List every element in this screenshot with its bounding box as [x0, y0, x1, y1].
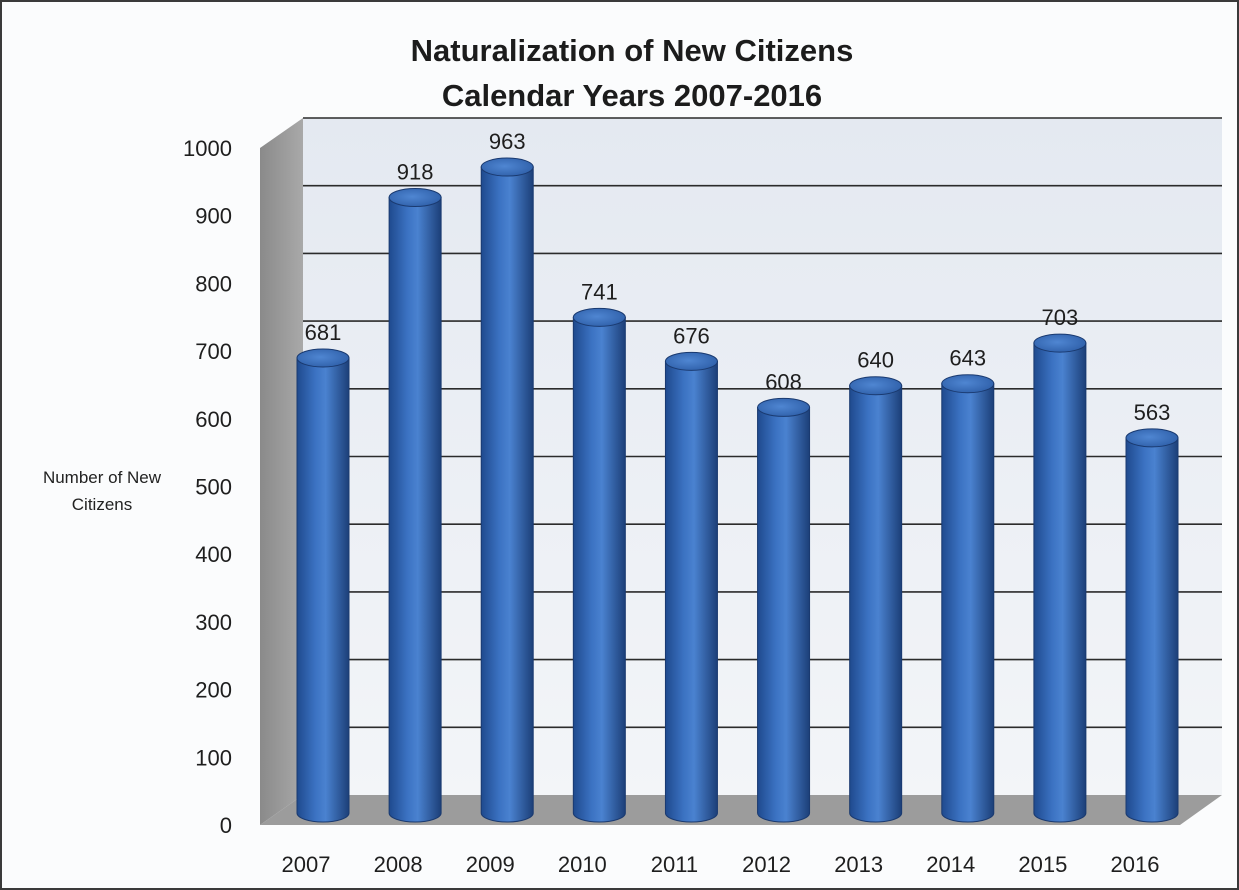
bar-cap [480, 157, 534, 177]
bar-body [388, 197, 442, 823]
bar-cap [757, 397, 811, 417]
x-tick-label: 2009 [466, 852, 515, 877]
y-tick-label: 500 [195, 475, 232, 500]
data-labels: 681 918 963 741 676 608 640 643 703 563 [305, 129, 1171, 425]
bar [941, 374, 995, 823]
bar [664, 351, 718, 823]
x-tick-label: 2015 [1018, 852, 1067, 877]
bar-body [480, 166, 534, 823]
bar-cap [1125, 428, 1179, 448]
bar-body [1033, 342, 1087, 823]
y-axis-ticks: 0 100 200 300 400 500 600 700 800 900 1000 [183, 136, 232, 838]
x-tick-label: 2014 [926, 852, 975, 877]
x-tick-label: 2012 [742, 852, 791, 877]
bar-cap [849, 376, 903, 396]
bar [572, 307, 626, 823]
bar-body [1125, 437, 1179, 823]
x-tick-label: 2008 [374, 852, 423, 877]
x-axis-ticks: 2007 2008 2009 2010 2011 2012 2013 2014 2015 2016 [282, 852, 1160, 877]
bar-cap [572, 307, 626, 327]
x-tick-label: 2010 [558, 852, 607, 877]
data-label: 640 [857, 348, 894, 373]
bar-cap [1033, 333, 1087, 353]
bar [1125, 428, 1179, 823]
bar-body [757, 406, 811, 823]
bar-body [572, 316, 626, 823]
chart-title-line: Naturalization of New Citizens [410, 33, 854, 68]
bar [849, 376, 903, 823]
bar-body [664, 360, 718, 823]
data-label: 963 [489, 129, 526, 154]
bar [388, 188, 442, 823]
data-label: 643 [949, 346, 986, 371]
y-tick-label: 1000 [183, 136, 232, 161]
y-tick-label: 300 [195, 610, 232, 635]
y-tick-label: 200 [195, 678, 232, 703]
chart-title: Naturalization of New Citizens Calendar … [252, 28, 1012, 118]
data-label: 676 [673, 323, 710, 348]
bar [757, 397, 811, 823]
x-tick-label: 2011 [651, 852, 698, 877]
data-label: 741 [581, 279, 618, 304]
x-tick-label: 2016 [1111, 852, 1160, 877]
x-tick-label: 2013 [834, 852, 883, 877]
y-tick-label: 900 [195, 204, 232, 229]
bar-body [296, 357, 350, 823]
y-tick-label: 800 [195, 271, 232, 296]
data-label: 608 [765, 369, 802, 394]
side-wall [260, 118, 303, 825]
bars [296, 157, 1179, 823]
y-tick-label: 400 [195, 542, 232, 567]
bar-body [849, 385, 903, 823]
bar-cap [388, 188, 442, 208]
x-tick-label: 2007 [282, 852, 331, 877]
data-label: 918 [397, 160, 434, 185]
y-axis-label: Number of New Citizens [42, 468, 162, 514]
chart-subtitle: Calendar Years 2007-2016 [441, 78, 823, 113]
data-label: 563 [1134, 400, 1171, 425]
bar [1033, 333, 1087, 823]
data-label: 681 [305, 320, 342, 345]
bar-cap [664, 351, 718, 371]
bar [296, 348, 350, 823]
bar-cap [296, 348, 350, 368]
bar-body [941, 383, 995, 823]
bar-cap [941, 374, 995, 394]
data-label: 703 [1042, 305, 1079, 330]
y-tick-label: 600 [195, 407, 232, 432]
y-tick-label: 0 [220, 813, 232, 838]
y-tick-label: 100 [195, 745, 232, 770]
bar [480, 157, 534, 823]
y-tick-label: 700 [195, 339, 232, 364]
